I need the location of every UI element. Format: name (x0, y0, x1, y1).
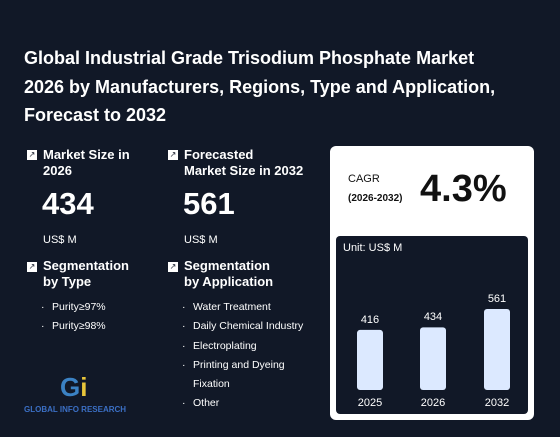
cagr-value: 4.3% (420, 168, 507, 210)
application-list: Water Treatment Daily Chemical Industry … (182, 298, 307, 414)
label-line: by Type (43, 274, 92, 289)
list-item: Purity≥98% (41, 317, 166, 337)
x-tick-label: 2026 (421, 397, 445, 409)
bar (484, 309, 510, 390)
title: Global Industrial Grade Trisodium Phosph… (24, 44, 495, 130)
label-line: by Application (184, 274, 274, 289)
list-item: Other (182, 394, 307, 414)
cagr-period: (2026-2032) (348, 193, 403, 204)
segmentation-type-title: Segmentation by Type (43, 258, 129, 290)
market-size-label: Market Size in 2026 (43, 147, 130, 179)
icon: ↗ (27, 150, 37, 160)
icon: ↗ (168, 150, 178, 160)
cagr-label: CAGR (348, 173, 380, 185)
list-item: Purity≥97% (41, 298, 166, 318)
value-label: 561 (488, 293, 506, 305)
value-label: 434 (424, 311, 442, 323)
bar (420, 327, 446, 390)
logo-text: GLOBAL INFO RESEARCH (24, 405, 127, 414)
value-label: 416 (361, 314, 379, 326)
list-item: Daily Chemical Industry (182, 317, 307, 337)
icon: ↗ (168, 262, 178, 272)
title-line: 2026 by Manufacturers, Regions, Type and… (24, 76, 496, 97)
label-line: Market Size in (43, 147, 130, 162)
unit: US$ M (43, 234, 77, 246)
x-tick-label: 2032 (485, 397, 509, 409)
label-line: Segmentation (43, 258, 129, 273)
list-item: Printing and Dyeing Fixation (182, 356, 307, 395)
icon: ↗ (27, 262, 37, 272)
label-line: Forecasted (184, 147, 254, 162)
type-list: Purity≥97% Purity≥98% (41, 298, 166, 337)
forecast-label: Forecasted Market Size in 2032 (184, 147, 303, 179)
chart: Unit: US$ M 416 2025 434 2026 561 2032 (343, 242, 510, 409)
title-line: Forecast to 2032 (24, 105, 167, 125)
unit-label: Unit: US$ M (343, 242, 402, 254)
segmentation-application-title: Segmentation by Application (184, 258, 273, 290)
unit: US$ M (184, 234, 218, 246)
bar (357, 329, 383, 390)
x-tick-label: 2025 (358, 397, 382, 409)
forecast-value: 561 (183, 186, 235, 221)
market-size-value: 434 (42, 186, 94, 221)
list-item: Electroplating (182, 337, 307, 357)
title-line: Global Industrial Grade Trisodium Phosph… (24, 48, 475, 68)
list-item: Water Treatment (182, 298, 307, 318)
label-line: Segmentation (184, 258, 270, 273)
label-line: Market Size in 2032 (184, 163, 304, 178)
logo-mark: Gi (60, 372, 88, 402)
label-line: 2026 (43, 163, 72, 178)
